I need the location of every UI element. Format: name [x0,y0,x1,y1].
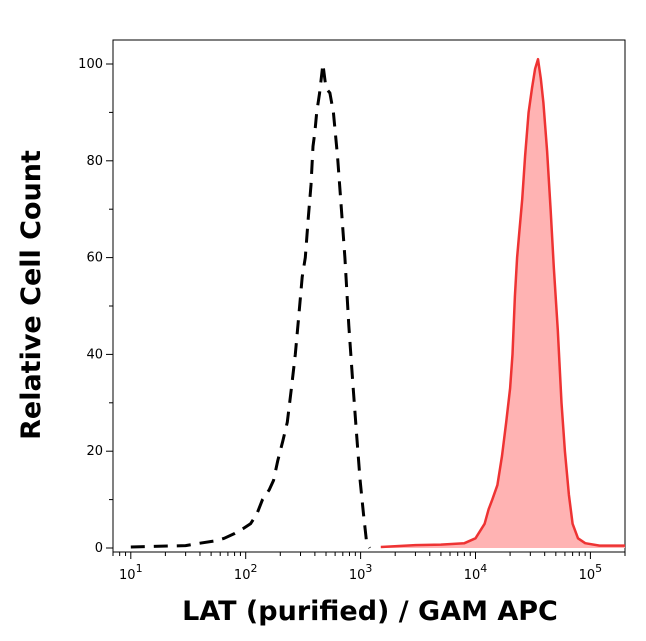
y-tick-label: 100 [78,57,103,72]
y-tick-label: 20 [86,444,103,459]
y-tick-label: 40 [86,347,103,362]
x-axis: 101 102 103 104 105 [112,552,626,583]
y-tick-label: 60 [86,251,103,266]
series-layer [130,57,625,549]
x-tick-label: 105 [579,562,603,583]
y-tick-label: 80 [86,154,103,169]
x-tick-label: 101 [119,562,143,583]
y-axis-title: Relative Cell Count [16,150,47,440]
x-tick-label: 102 [234,562,258,583]
y-axis: 0 20 40 60 80 100 [78,57,113,556]
x-axis-title: LAT (purified) / GAM APC [182,596,558,627]
x-tick-label: 104 [464,562,488,583]
x-tick-label: 103 [349,562,373,583]
series-1-line [380,57,625,549]
y-tick-label: 0 [95,541,103,556]
series-0-line [130,62,371,549]
